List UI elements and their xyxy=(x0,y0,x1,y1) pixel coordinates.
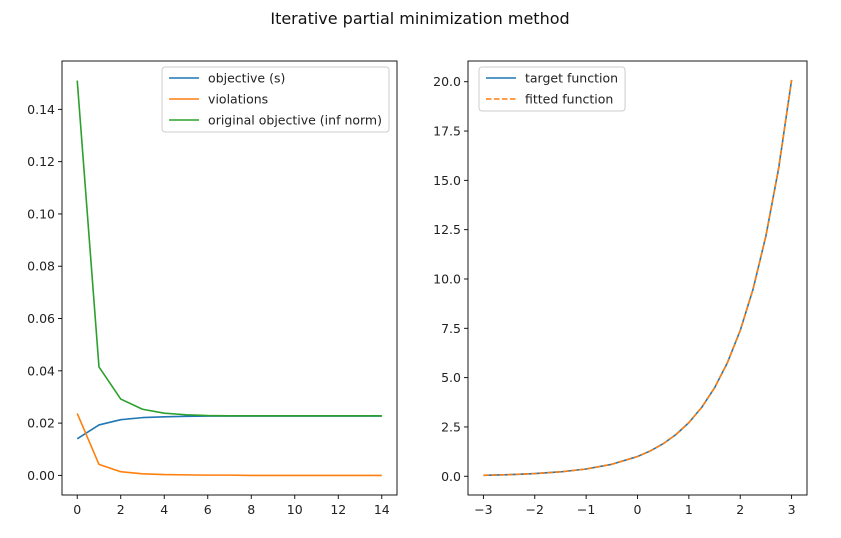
y-tick-label: 2.5 xyxy=(441,419,461,434)
x-tick-label: 2 xyxy=(117,502,125,517)
series-line-original-objective-inf-norm- xyxy=(76,80,382,417)
x-tick-label: 0 xyxy=(634,502,642,517)
y-tick-label: 0.10 xyxy=(27,206,55,221)
y-tick-label: 0.00 xyxy=(27,468,55,483)
x-tick-label: −1 xyxy=(577,502,595,517)
x-tick-label: 12 xyxy=(330,502,346,517)
x-tick-label: 6 xyxy=(204,502,212,517)
legend-label: target function xyxy=(525,71,618,86)
legend-label: violations xyxy=(208,92,268,107)
x-tick-label: 10 xyxy=(287,502,303,517)
series-line-violations xyxy=(76,413,382,477)
x-tick-label: −2 xyxy=(526,502,544,517)
y-tick-label: 10.0 xyxy=(433,271,461,286)
left-subplot: 0 2 4 6 8 10 12 14 0.00 0.02 0.04 0.06 0.08 0.10 0.12 0… xyxy=(27,60,398,517)
y-tick-label: 0.08 xyxy=(27,259,55,274)
y-tick-label: 0.14 xyxy=(27,102,55,117)
legend-label: fitted function xyxy=(525,92,613,107)
series-line-objective-s- xyxy=(76,415,382,440)
legend-label: original objective (inf norm) xyxy=(208,113,382,128)
right-subplot: −3 −2 −1 0 1 2 3 0.0 2.5 5.0 7.5 10.0 12.5 15.0 17.5 20… xyxy=(433,60,808,517)
legend-frame xyxy=(161,66,390,133)
y-tick-label: 0.12 xyxy=(27,154,55,169)
x-tick-label: 2 xyxy=(736,502,744,517)
figure-title: Iterative partial minimization method xyxy=(270,9,569,28)
y-tick-label: 17.5 xyxy=(433,124,461,139)
series-line-target-function xyxy=(483,79,793,477)
legend-label: objective (s) xyxy=(208,71,285,86)
legend: target function fitted function xyxy=(478,66,626,112)
y-tick-label: 0.06 xyxy=(27,311,55,326)
x-tick-label: 14 xyxy=(374,502,390,517)
x-tick-label: 4 xyxy=(160,502,168,517)
y-tick-label: 0.04 xyxy=(27,363,55,378)
y-tick-label: 12.5 xyxy=(433,222,461,237)
x-tick-label: 0 xyxy=(73,502,81,517)
y-tick-label: 20.0 xyxy=(433,74,461,89)
axes-frame xyxy=(61,60,398,496)
y-tick-label: 15.0 xyxy=(433,173,461,188)
y-tick-label: 5.0 xyxy=(441,370,461,385)
x-tick-label: −3 xyxy=(474,502,492,517)
y-tick-label: 7.5 xyxy=(441,321,461,336)
y-tick-label: 0.0 xyxy=(441,469,461,484)
y-tick-label: 0.02 xyxy=(27,416,55,431)
x-tick-label: 1 xyxy=(685,502,693,517)
legend: objective (s) violations original objectiv… xyxy=(161,66,390,133)
x-tick-label: 3 xyxy=(788,502,796,517)
series-line-fitted-function xyxy=(483,79,793,477)
x-tick-label: 8 xyxy=(247,502,255,517)
